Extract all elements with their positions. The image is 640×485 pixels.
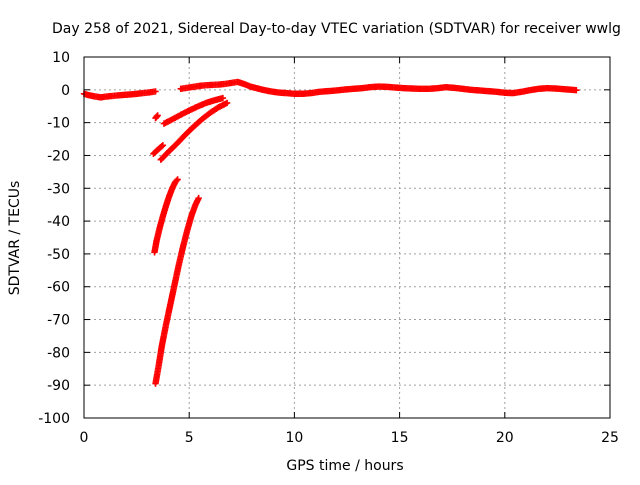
data-point <box>152 88 159 95</box>
data-point <box>173 177 180 184</box>
y-tick-label: -50 <box>47 247 70 263</box>
x-tick-label: 5 <box>185 430 194 446</box>
y-tick-label: -20 <box>47 148 70 164</box>
y-tick-label: -10 <box>47 116 70 132</box>
x-tick-label: 0 <box>80 430 89 446</box>
series-main-track-2 <box>177 78 580 97</box>
y-tick-label: -100 <box>38 411 70 427</box>
y-tick-label: -30 <box>47 181 70 197</box>
data-point <box>223 99 231 107</box>
data-point <box>174 176 181 183</box>
x-tick-label: 15 <box>391 430 409 446</box>
series-arc-minus-8 <box>152 112 161 122</box>
series-arc-minus-50 <box>151 176 181 256</box>
y-tick-label: 0 <box>61 83 70 99</box>
grid-layer <box>84 57 610 418</box>
y-tick-label: -90 <box>47 378 70 394</box>
x-tick-label: 25 <box>601 430 619 446</box>
x-axis-label: GPS time / hours <box>286 458 403 474</box>
data-point <box>154 112 161 119</box>
x-tick-label: 10 <box>285 430 303 446</box>
data-point <box>159 142 167 149</box>
series-arc-minus-21 <box>157 99 231 163</box>
y-axis-label: SDTVAR / TECUs <box>7 181 23 296</box>
y-tick-label: 10 <box>52 50 70 66</box>
series-arc-minus-10 <box>160 94 227 127</box>
series-arc-minus-90 <box>152 194 202 387</box>
data-point <box>573 86 580 94</box>
tick-label-layer: 0 5 10 15 20 25 10 0 -10 -20 -30 -40 -50 -60 -70 -80 -90… <box>38 50 619 446</box>
y-tick-label: -70 <box>47 313 70 329</box>
x-tick-label: 20 <box>496 430 514 446</box>
data-point <box>195 194 202 202</box>
data-point <box>219 94 227 102</box>
tick-layer <box>83 56 611 419</box>
data-point <box>158 142 166 150</box>
series-arc-minus-20 <box>150 142 167 158</box>
plot-frame <box>83 56 611 419</box>
chart-title: Day 258 of 2021, Sidereal Day-to-day VTE… <box>52 21 621 37</box>
series-main-track <box>80 88 159 101</box>
y-tick-label: -40 <box>47 214 70 230</box>
series-layer <box>80 78 580 387</box>
y-tick-label: -80 <box>47 345 70 361</box>
y-tick-label: -60 <box>47 280 70 296</box>
